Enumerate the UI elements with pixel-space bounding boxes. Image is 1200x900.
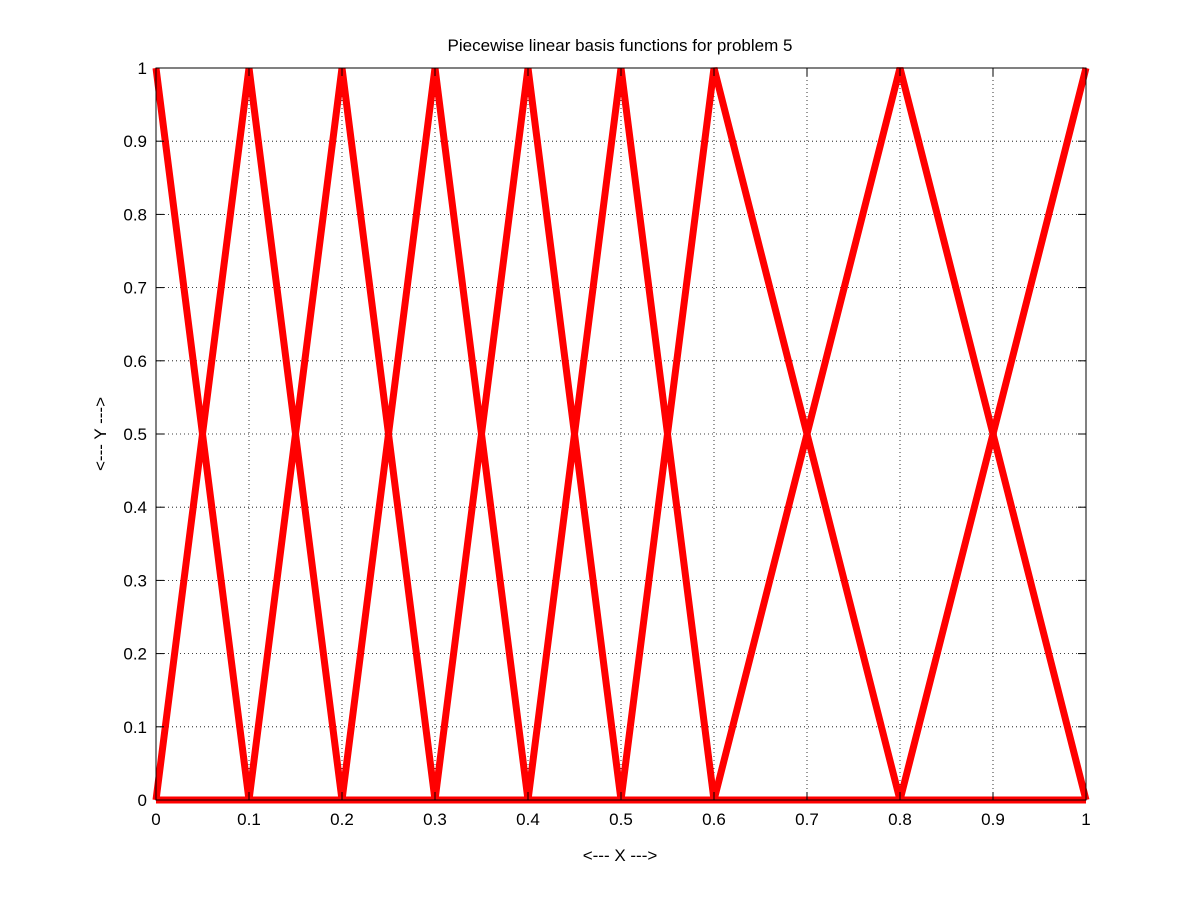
y-tick-label: 0: [138, 791, 147, 810]
x-tick-label: 0.9: [981, 810, 1005, 829]
x-tick-label: 0.7: [795, 810, 819, 829]
x-tick-label: 0.1: [237, 810, 261, 829]
y-tick-label: 0.7: [123, 279, 147, 298]
chart-title: Piecewise linear basis functions for pro…: [448, 36, 793, 55]
y-tick-label: 0.9: [123, 132, 147, 151]
x-tick-label: 0.6: [702, 810, 726, 829]
y-tick-label: 0.1: [123, 718, 147, 737]
x-tick-label: 1: [1081, 810, 1090, 829]
x-tick-label: 0: [151, 810, 160, 829]
y-tick-label: 0.2: [123, 645, 147, 664]
x-tick-label: 0.5: [609, 810, 633, 829]
y-tick-label: 0.3: [123, 571, 147, 590]
y-tick-label: 0.8: [123, 205, 147, 224]
y-tick-label: 0.4: [123, 498, 147, 517]
x-tick-label: 0.8: [888, 810, 912, 829]
x-axis-label: <--- X --->: [583, 846, 658, 865]
x-tick-label: 0.2: [330, 810, 354, 829]
x-tick-label: 0.4: [516, 810, 540, 829]
x-tick-label: 0.3: [423, 810, 447, 829]
y-tick-label: 0.5: [123, 425, 147, 444]
y-tick-label: 1: [138, 59, 147, 78]
y-axis-label: <--- Y --->: [91, 397, 110, 471]
ticks: 0 0.1 0.2 0.3 0.4 0.5 0.6 0.7 0.8 0.9 1 0 0.1 0.2 0.3 0…: [123, 59, 1090, 829]
y-tick-label: 0.6: [123, 352, 147, 371]
grid: [156, 68, 1086, 800]
